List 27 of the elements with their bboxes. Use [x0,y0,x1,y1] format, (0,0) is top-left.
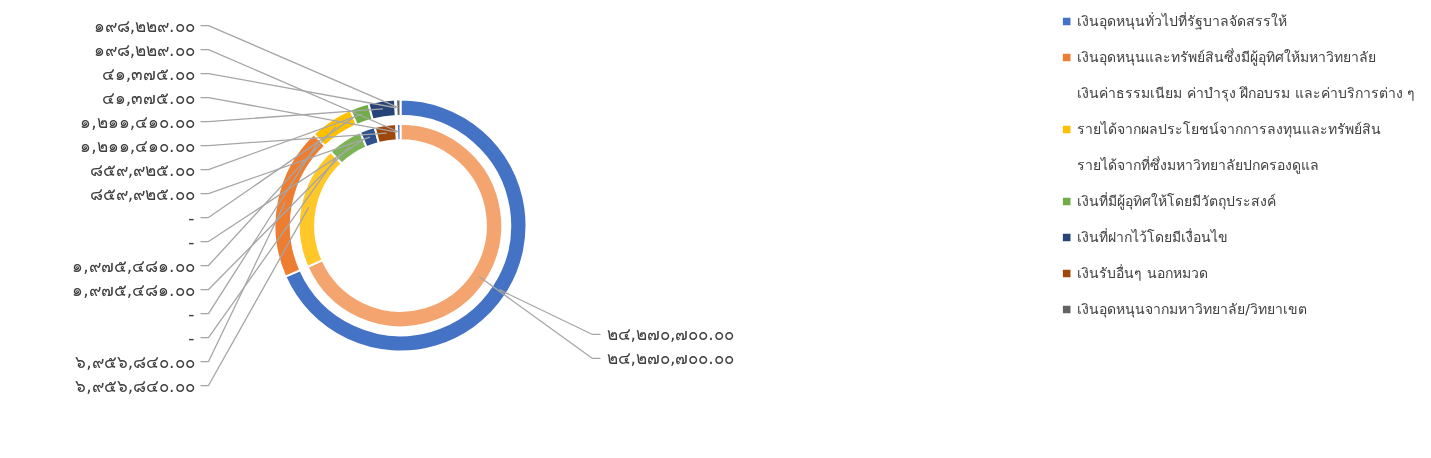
data-label: ๑๙๘,๒๒๙.๐๐ [93,39,195,60]
data-label: ๒๔,๒๗๐,๗๐๐.๐๐ [606,348,734,369]
legend-label: เงินที่มีผู้อุทิศให้โดยมีวัตถุประสงค์ [1077,191,1277,212]
legend-label: รายได้จากผลประโยชน์จากการลงทุนและทรัพย์สิน [1077,120,1382,140]
legend-label: เงินรับอื่นๆ นอกหมวด [1077,263,1208,283]
legend-label: เงินอุดหนุนและทรัพย์สินซึ่งมีผู้อุทิศให้มหาวิทยาลัย [1077,47,1377,68]
data-label: ๔๑,๓๗๕.๐๐ [101,87,195,108]
legend-label: เงินอุดหนุนทั่วไปที่รัฐบาลจัดสรรให้ [1077,11,1288,32]
text: - [188,232,195,253]
data-label: ๔๑,๓๗๕.๐๐ [101,63,195,84]
category-label: เงินค่าธรรมเนียม ค่าบำรุง ฝึกอบรม และค่าบริการต่าง ๆ [1077,85,1415,101]
data-label: ๒๔,๒๗๐,๗๐๐.๐๐ [606,324,734,345]
data-label: ๑,๙๗๕,๔๘๑.๐๐ [72,255,195,276]
text: - [188,208,195,229]
text: - [188,328,195,349]
data-label: ๑๙๘,๒๒๙.๐๐ [93,15,195,36]
category-label: รายได้จากที่ซึ่งมหาวิทยาลัยปกครองดูแล [1077,157,1320,173]
data-label: ๑,๒๑๑,๔๑๐.๐๐ [80,111,195,132]
data-label: ๖,๙๕๖,๘๔๐.๐๐ [75,351,195,372]
data-label: ๘๕๙,๙๒๕.๐๐ [89,159,195,180]
legend-label: เงินที่ฝากไว้โดยมีเงื่อนไข [1077,227,1229,247]
text: - [188,304,195,325]
data-label: ๖,๙๕๖,๘๔๐.๐๐ [75,375,195,396]
data-label: ๘๕๙,๙๒๕.๐๐ [89,183,195,204]
data-label: ๑,๙๗๕,๔๘๑.๐๐ [72,279,195,300]
legend-label: เงินอุดหนุนจากมหาวิทยาลัย/วิทยาเขต [1077,300,1307,320]
data-label: ๑,๒๑๑,๔๑๐.๐๐ [80,135,195,156]
